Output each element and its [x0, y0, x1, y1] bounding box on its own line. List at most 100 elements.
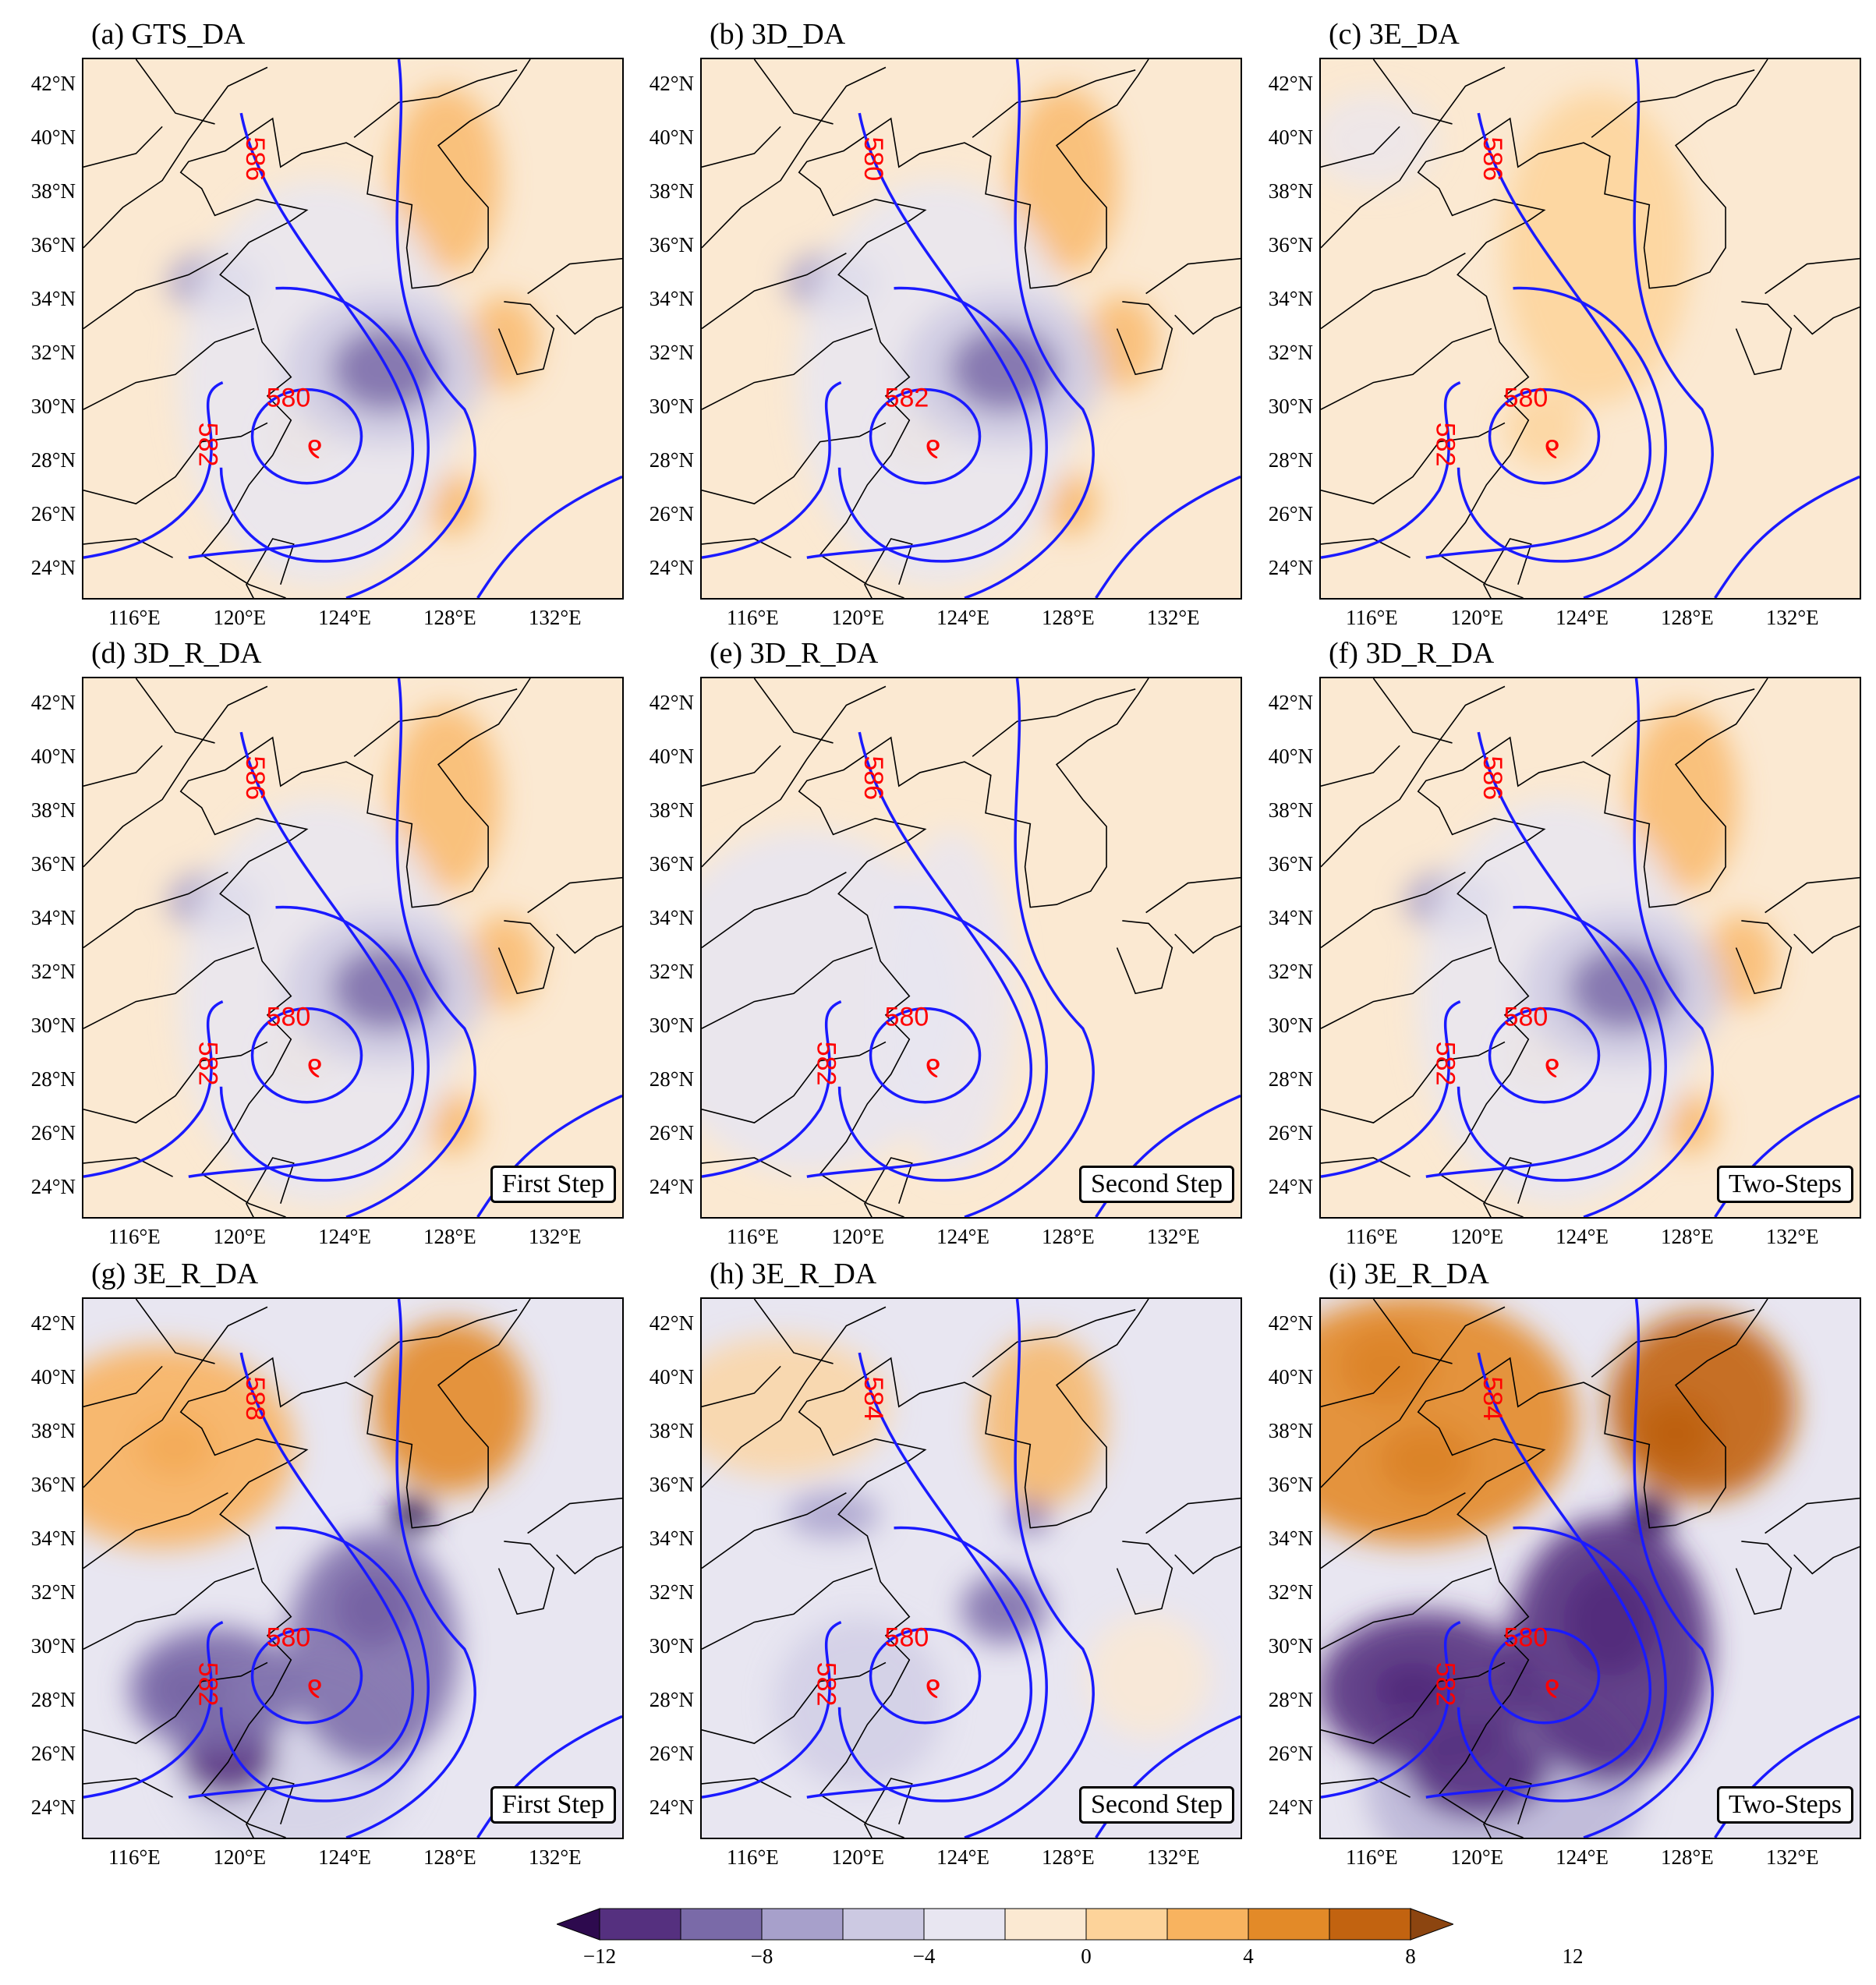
coastline: [1321, 1306, 1506, 1488]
anomaly-region: [129, 1626, 301, 1752]
coastline: [1417, 678, 1768, 1217]
coastline: [798, 678, 1149, 1217]
coastline: [527, 257, 622, 295]
coastline: [556, 306, 622, 335]
coastline: [497, 301, 555, 376]
latitude-label: 28°N: [649, 448, 694, 472]
coastline: [753, 59, 834, 125]
contour-label: 580: [858, 136, 888, 181]
latitude-label: 36°N: [30, 232, 76, 257]
anomaly-region: [1086, 1613, 1212, 1739]
longitude-label: 116°E: [1346, 1225, 1398, 1248]
coastline: [353, 1309, 518, 1378]
contour-line: [1321, 1000, 1461, 1178]
panel-title-b: (b) 3D_DA: [710, 18, 846, 51]
coastline: [353, 69, 518, 138]
contour-label: 582: [1430, 1042, 1460, 1086]
colorbar-tick-label: −12: [582, 1944, 617, 1968]
longitude-label: 124°E: [936, 1225, 989, 1248]
latitude-label: 38°N: [30, 798, 76, 822]
latitude-label: 38°N: [30, 179, 76, 203]
contour-label: 582: [193, 423, 222, 467]
colorbar-tick-label: 0: [1081, 1944, 1092, 1968]
typhoon-icon: ୧: [926, 1672, 940, 1704]
height-anomaly-shading: [786, 87, 1158, 586]
colorbar-tick-label: 12: [1562, 1944, 1584, 1968]
coastline: [1145, 1497, 1241, 1534]
contour-line: [1095, 475, 1241, 598]
longitude-label: 116°E: [108, 606, 161, 629]
anomaly-region: [391, 706, 501, 893]
latitude-label: 36°N: [30, 851, 76, 876]
longitude-label: 132°E: [1765, 1225, 1819, 1248]
contour-line: [964, 1299, 1095, 1838]
coastline: [1145, 876, 1241, 914]
anomaly-region: [331, 326, 441, 412]
longitude-label: 116°E: [108, 1225, 161, 1248]
coastline: [1765, 876, 1860, 914]
contour-line: [250, 387, 363, 485]
anomaly-region: [1321, 1299, 1577, 1545]
contour-line: [1488, 387, 1601, 485]
coastline: [702, 1567, 873, 1650]
coastline: [1321, 66, 1506, 249]
anomaly-region: [1505, 389, 1584, 468]
latitude-label: 40°N: [1268, 1364, 1313, 1389]
coastline: [1116, 301, 1173, 376]
map-canvas-c: 586 580 582 ୧: [1321, 59, 1860, 598]
latitude-label: 34°N: [649, 905, 694, 929]
coastline: [1321, 685, 1506, 868]
coastline: [702, 126, 781, 168]
panel-title-h: (h) 3E_R_DA: [710, 1258, 877, 1290]
step-label-h: Second Step: [1078, 1786, 1234, 1824]
contour-line: [1321, 380, 1461, 559]
coastline: [83, 1157, 173, 1177]
contour-line: [702, 1620, 842, 1799]
latitude-label: 36°N: [1268, 232, 1313, 257]
coastline: [83, 126, 163, 168]
coastline: [497, 920, 555, 995]
longitude-label: 116°E: [108, 1845, 161, 1869]
contour-line: [476, 1714, 622, 1838]
colorbar-tick-label: 8: [1405, 1944, 1416, 1968]
latitude-label: 38°N: [1268, 179, 1313, 203]
contour-label: 580: [1504, 1003, 1549, 1032]
coastline: [1765, 257, 1860, 295]
contour-line: [1321, 1620, 1461, 1799]
contour-line: [219, 905, 430, 1182]
coastline: [798, 59, 1149, 598]
latitude-label: 26°N: [649, 1742, 694, 1766]
coastline: [1321, 327, 1492, 410]
anomaly-region: [1508, 1516, 1711, 1782]
latitude-label: 24°N: [30, 556, 76, 580]
contour-line: [702, 380, 842, 559]
longitude-label: 132°E: [1146, 1225, 1200, 1248]
anomaly-region: [331, 945, 441, 1031]
coastline: [83, 253, 228, 330]
step-label-f: Two-Steps: [1717, 1166, 1853, 1203]
colorbar-segment: [842, 1908, 925, 1941]
longitude-label: 132°E: [1765, 1845, 1819, 1869]
coastline: [135, 678, 215, 744]
longitude-label: 116°E: [1346, 1845, 1398, 1869]
latitude-label: 26°N: [1268, 502, 1313, 526]
latitude-label: 24°N: [649, 1796, 694, 1820]
coastline: [1321, 126, 1400, 168]
height-contours: [83, 1299, 622, 1838]
coastline: [83, 1567, 255, 1650]
contour-line: [1457, 1526, 1667, 1803]
latitude-label: 30°N: [649, 1014, 694, 1038]
anomaly-region: [773, 1617, 946, 1789]
coastline: [1735, 1541, 1793, 1615]
latitude-label: 38°N: [649, 798, 694, 822]
contour-line: [1488, 1627, 1601, 1725]
longitude-label: 128°E: [1660, 1225, 1714, 1248]
coastline: [972, 1309, 1136, 1378]
longitude-label: 128°E: [1660, 606, 1714, 629]
height-anomaly-shading: [1321, 1299, 1796, 1838]
contour-line: [806, 1352, 1033, 1799]
contour-label: 586: [1478, 136, 1507, 181]
contour-line: [1583, 678, 1714, 1217]
coastline: [1735, 920, 1793, 995]
anomaly-region: [1503, 91, 1690, 404]
